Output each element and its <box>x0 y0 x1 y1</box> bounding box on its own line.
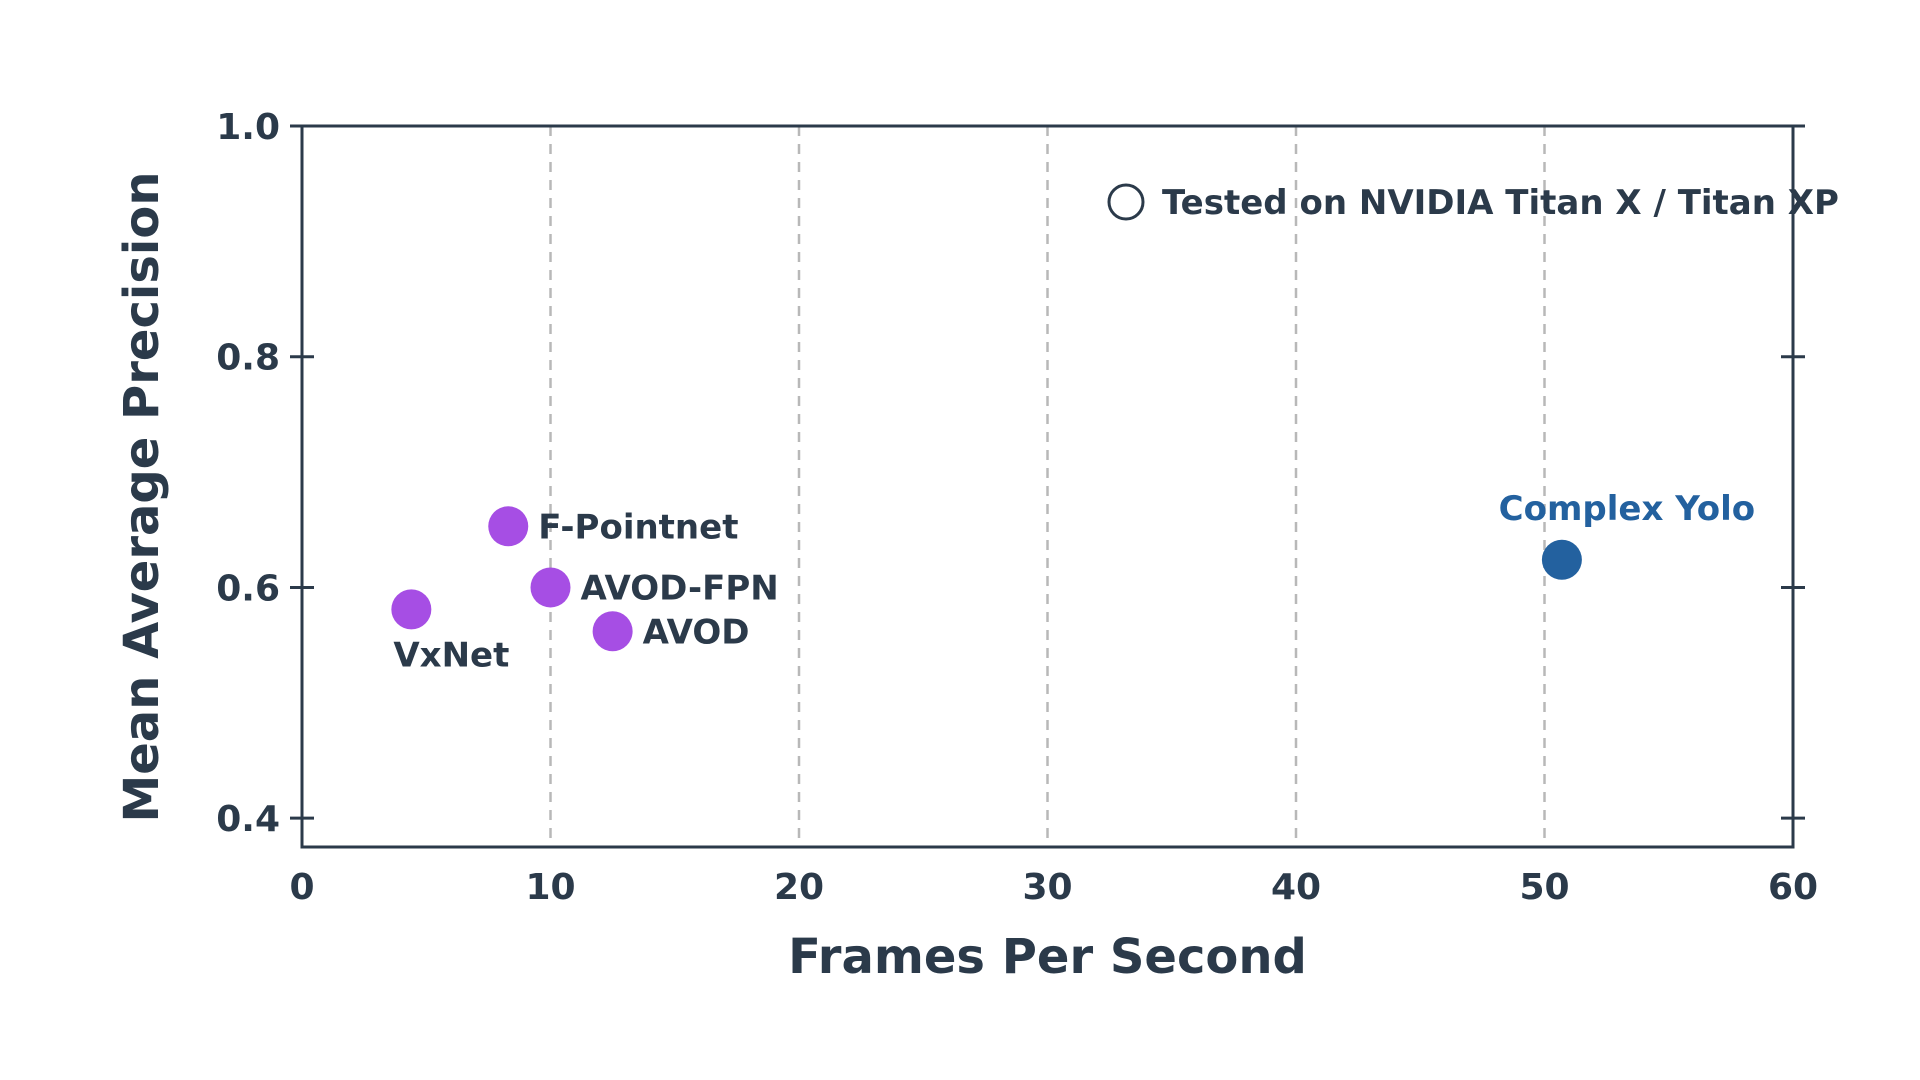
point-label: AVOD-FPN <box>581 568 779 608</box>
y-tick-label: 0.8 <box>216 338 280 379</box>
point-vxnet <box>391 589 432 630</box>
legend: Tested on NVIDIA Titan X / Titan XP <box>1107 183 1839 223</box>
y-tick-label: 0.4 <box>216 799 280 840</box>
x-tick-label: 50 <box>1519 867 1569 908</box>
point-avod-fpn <box>530 567 571 608</box>
point-f-pointnet <box>488 506 529 547</box>
x-tick-label: 20 <box>774 867 824 908</box>
y-axis-title: Mean Average Precision <box>114 171 170 822</box>
x-axis-title: Frames Per Second <box>788 929 1307 985</box>
x-tick-label: 40 <box>1271 867 1321 908</box>
legend-marker-icon <box>1107 183 1145 221</box>
point-label: AVOD <box>643 612 750 652</box>
x-tick-label: 10 <box>525 867 575 908</box>
point-label: VxNet <box>393 635 509 675</box>
x-tick-label: 30 <box>1022 867 1072 908</box>
y-tick-label: 0.6 <box>216 568 280 609</box>
axis-ticks: 0 10 20 30 40 50 60 0.4 0.6 0.8 1.0 <box>216 107 1818 908</box>
legend-label: Tested on NVIDIA Titan X / Titan XP <box>1162 183 1839 223</box>
x-tick-label: 0 <box>289 867 314 908</box>
point-label: Complex Yolo <box>1499 489 1755 529</box>
x-tick-label: 60 <box>1768 867 1818 908</box>
grid-lines <box>549 126 1546 847</box>
point-label: F-Pointnet <box>538 507 738 547</box>
point-complex-yolo <box>1541 539 1582 580</box>
point-avod <box>592 611 633 652</box>
plot-frame <box>300 124 1795 849</box>
y-tick-label: 1.0 <box>216 107 280 148</box>
